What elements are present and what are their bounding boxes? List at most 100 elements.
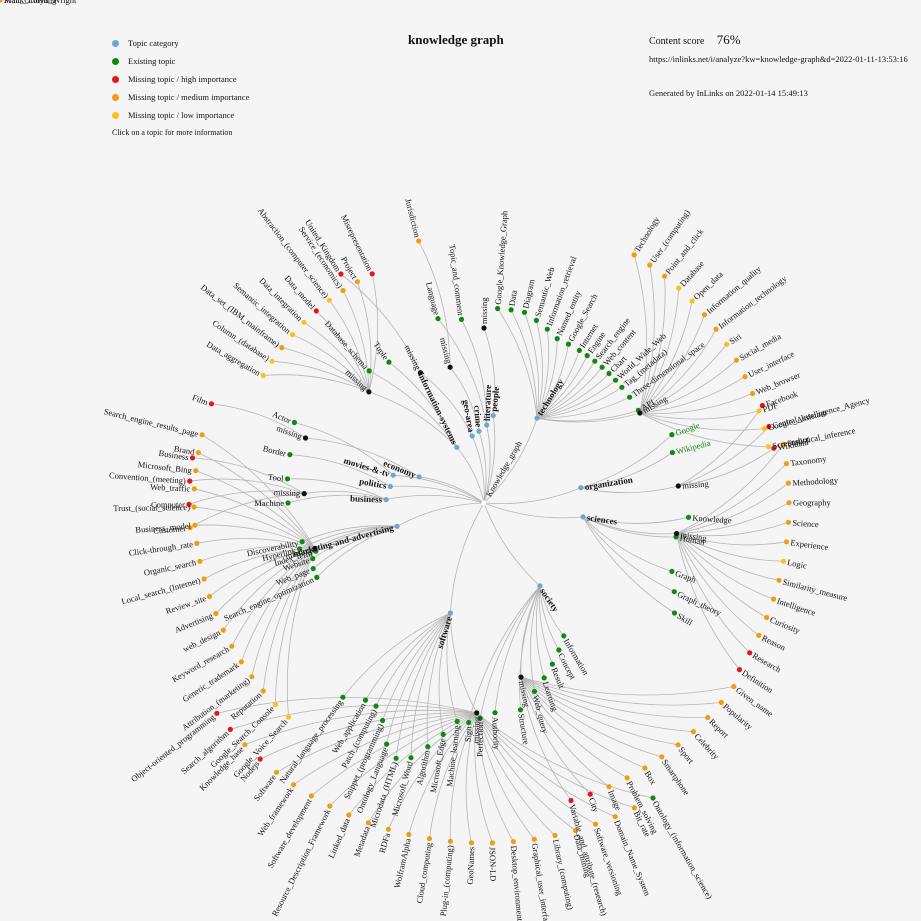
- category-node[interactable]: [454, 444, 460, 450]
- topic-node[interactable]: [541, 675, 547, 681]
- topic-node[interactable]: [365, 820, 371, 826]
- topic-node[interactable]: [492, 710, 498, 716]
- topic-label[interactable]: Click-through_rate: [128, 539, 194, 558]
- topic-label[interactable]: Knowledge: [692, 513, 732, 526]
- topic-label[interactable]: Authority: [490, 716, 502, 750]
- topic-label[interactable]: Machine: [254, 498, 284, 508]
- topic-node[interactable]: [552, 832, 558, 839]
- topic-node[interactable]: [327, 803, 333, 809]
- topic-node[interactable]: [766, 424, 772, 430]
- topic-node[interactable]: [531, 836, 537, 842]
- topic-label[interactable]: Jurisdiction: [403, 197, 422, 239]
- topic-node[interactable]: [257, 756, 263, 762]
- topic-node[interactable]: [466, 719, 472, 726]
- topic-node[interactable]: [669, 449, 676, 456]
- category-node[interactable]: [580, 514, 586, 520]
- missing-hub-label[interactable]: missing: [517, 680, 532, 709]
- topic-label[interactable]: Science: [792, 518, 819, 530]
- topic-label[interactable]: Wikipedia: [675, 438, 712, 457]
- category-node[interactable]: [578, 485, 584, 491]
- topic-node[interactable]: [785, 480, 792, 486]
- topic-node[interactable]: [199, 432, 205, 438]
- topic-node[interactable]: [192, 522, 198, 528]
- topic-node[interactable]: [440, 731, 446, 738]
- topic-node[interactable]: [340, 694, 346, 700]
- topic-node[interactable]: [669, 432, 675, 438]
- topic-node[interactable]: [213, 610, 219, 617]
- topic-label[interactable]: Plug-in_(computing): [438, 845, 455, 917]
- topic-label[interactable]: Matt_Groening: [4, 0, 57, 5]
- category-node[interactable]: [447, 610, 453, 616]
- topic-node[interactable]: [517, 707, 524, 713]
- topic-node[interactable]: [362, 697, 369, 703]
- topic-label[interactable]: Image: [606, 788, 624, 812]
- topic-node[interactable]: [229, 643, 235, 649]
- topic-node[interactable]: [593, 821, 599, 827]
- topic-node[interactable]: [785, 519, 792, 525]
- category-node[interactable]: [394, 523, 400, 529]
- topic-node[interactable]: [291, 782, 297, 788]
- topic-node[interactable]: [783, 539, 790, 545]
- topic-node[interactable]: [619, 384, 625, 390]
- topic-label[interactable]: Google_Knowledge_Graph: [493, 210, 510, 305]
- topic-node[interactable]: [366, 368, 372, 374]
- topic-node[interactable]: [313, 308, 319, 314]
- topic-node[interactable]: [214, 710, 220, 716]
- topic-label[interactable]: Perfection: [475, 721, 486, 757]
- topic-label[interactable]: Tool: [268, 472, 285, 484]
- topic-label[interactable]: Border: [262, 443, 287, 458]
- topic-node[interactable]: [369, 271, 375, 277]
- topic-node[interactable]: [287, 452, 293, 458]
- topic-node[interactable]: [713, 326, 719, 332]
- topic-label[interactable]: Logic: [786, 557, 808, 571]
- topic-node[interactable]: [565, 341, 572, 347]
- topic-node[interactable]: [273, 769, 280, 775]
- missing-hub-label[interactable]: missing: [438, 336, 454, 365]
- topic-label[interactable]: Metadata: [352, 825, 372, 858]
- missing-hub-label[interactable]: missing: [274, 487, 302, 498]
- topic-label[interactable]: Data: [507, 289, 519, 307]
- topic-label[interactable]: Film: [191, 392, 210, 407]
- topic-node[interactable]: [208, 401, 215, 407]
- category-label[interactable]: literature: [482, 385, 493, 422]
- topic-label[interactable]: Web_traffic: [150, 482, 191, 494]
- topic-node[interactable]: [776, 577, 782, 583]
- topic-node[interactable]: [676, 285, 682, 291]
- topic-node[interactable]: [346, 812, 352, 818]
- topic-node[interactable]: [749, 390, 756, 397]
- missing-hub-node[interactable]: [302, 435, 309, 441]
- topic-node[interactable]: [662, 273, 668, 279]
- topic-node[interactable]: [671, 610, 678, 616]
- topic-label[interactable]: Topic_and_comment: [447, 244, 466, 317]
- topic-node[interactable]: [373, 703, 379, 709]
- missing-hub-node[interactable]: [417, 370, 423, 376]
- topic-node[interactable]: [587, 791, 593, 797]
- category-node[interactable]: [484, 422, 490, 428]
- topic-node[interactable]: [650, 795, 656, 801]
- topic-label[interactable]: Graph: [674, 568, 698, 585]
- missing-hub-label[interactable]: missing: [403, 343, 424, 372]
- missing-hub-node[interactable]: [366, 389, 372, 395]
- topic-node[interactable]: [194, 540, 200, 547]
- category-label[interactable]: sciences: [586, 513, 618, 527]
- topic-node[interactable]: [285, 500, 291, 506]
- topic-node[interactable]: [690, 729, 697, 735]
- topic-label[interactable]: Diagram: [520, 278, 536, 310]
- topic-node[interactable]: [191, 486, 197, 492]
- topic-node[interactable]: [508, 307, 514, 313]
- topic-node[interactable]: [187, 478, 193, 484]
- topic-label[interactable]: Ontology_(information_science): [651, 799, 715, 901]
- topic-node[interactable]: [384, 741, 390, 747]
- topic-label[interactable]: PDF: [761, 400, 779, 415]
- topic-node[interactable]: [612, 814, 618, 820]
- topic-node[interactable]: [764, 614, 770, 621]
- topic-label[interactable]: Frank_Lloyd_Wright: [4, 0, 77, 5]
- topic-node[interactable]: [576, 347, 583, 353]
- topic-node[interactable]: [354, 279, 360, 285]
- topic-node[interactable]: [556, 647, 562, 653]
- topic-label[interactable]: Brand: [173, 443, 196, 457]
- topic-node[interactable]: [279, 345, 285, 351]
- missing-hub-node[interactable]: [447, 364, 453, 370]
- topic-label[interactable]: Google: [674, 420, 701, 438]
- topic-label[interactable]: Research: [751, 650, 784, 674]
